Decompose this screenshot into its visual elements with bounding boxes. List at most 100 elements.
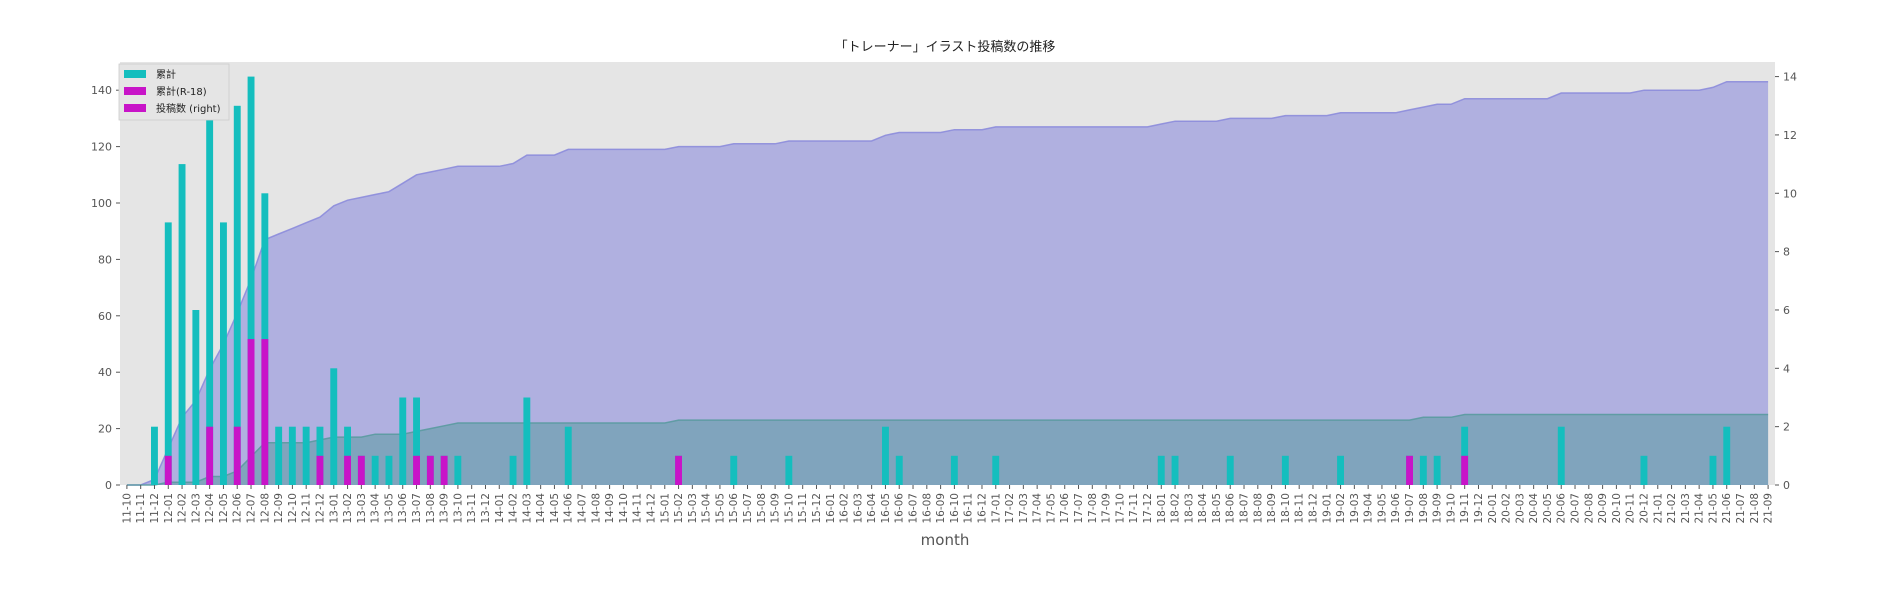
x-tick-label: 20-08 [1583,493,1595,524]
bar-posts-13-06 [399,397,407,485]
bar-posts-r18-12-01 [164,455,172,485]
x-tick-label: 18-02 [1170,493,1182,524]
x-tick-label: 19-02 [1335,493,1347,524]
y2-tick-label: 6 [1783,304,1790,317]
x-tick-label: 18-03 [1183,493,1195,524]
bar-posts-13-04 [371,455,379,485]
bar-posts-r18-13-02 [344,455,351,485]
bar-posts-r18-12-06 [233,426,241,485]
x-tick-label: 13-03 [356,493,368,524]
bar-posts-13-05 [385,455,393,485]
x-tick-label: 20-09 [1597,493,1609,524]
bar-posts-21-05 [1709,455,1717,485]
legend-swatch-cumulative-r18 [124,87,146,95]
bar-posts-12-02 [178,164,186,485]
x-tick-label: 15-01 [659,493,671,524]
bar-posts-r18-19-07 [1406,455,1413,485]
bar-posts-20-06 [1557,426,1565,485]
x-tick-label: 21-07 [1735,493,1747,524]
bar-posts-19-08 [1419,455,1427,485]
y2-tick-label: 10 [1783,187,1797,200]
bar-posts-18-01 [1157,455,1165,485]
area-series [126,80,1769,486]
bar-posts-21-06 [1723,426,1731,485]
x-tick-label: 16-11 [963,493,975,524]
bar-posts-17-01 [992,455,1000,485]
legend-label-cumulative: 累計 [156,68,176,81]
x-tick-label: 20-03 [1514,493,1526,524]
y-tick-label: 100 [91,197,112,210]
x-tick-label: 17-02 [1004,493,1016,524]
y-tick-label: 40 [98,366,112,379]
x-tick-label: 17-12 [1142,493,1154,524]
x-tick-label: 14-03 [521,493,533,524]
legend-swatch-cumulative [124,70,146,78]
x-tick-label: 20-06 [1556,493,1568,524]
bar-posts-19-09 [1433,455,1441,485]
x-tick-label: 15-03 [687,493,699,524]
y-tick-label: 20 [98,423,112,436]
x-tick-label: 20-07 [1570,493,1582,524]
bar-posts-r18-12-04 [206,426,214,485]
bar-posts-19-02 [1337,455,1344,485]
bar-posts-18-06 [1226,455,1234,485]
bar-series [151,76,1731,486]
x-tick-label: 11-11 [135,493,147,524]
x-tick-label: 21-06 [1721,493,1733,524]
x-tick-label: 21-02 [1666,493,1678,524]
x-tick-label: 12-06 [232,493,244,524]
bar-posts-r18-12-08 [261,339,269,485]
x-tick-label: 15-04 [701,493,713,524]
y2-tick-label: 8 [1783,246,1790,259]
bar-posts-12-09 [275,426,283,485]
x-tick-label: 18-10 [1280,493,1292,524]
bar-posts-13-01 [330,368,338,485]
x-tick-label: 20-11 [1625,493,1637,524]
bar-posts-16-06 [895,455,903,485]
x-tick-label: 19-03 [1349,493,1361,524]
x-tick-label: 12-02 [177,493,189,524]
x-tick-label: 13-09 [439,493,451,524]
x-tick-label: 20-05 [1542,493,1554,524]
x-tick-label: 19-10 [1445,493,1457,524]
x-tick-label: 12-10 [287,493,299,524]
x-tick-label: 14-06 [563,493,575,524]
x-tick-label: 18-07 [1239,493,1251,524]
x-tick-label: 14-08 [590,493,602,524]
x-tick-label: 13-11 [466,493,478,524]
bar-posts-15-10 [785,455,793,485]
bar-posts-12-05 [220,222,227,485]
x-tick-label: 16-10 [949,493,961,524]
y2-tick-label: 4 [1783,362,1790,375]
x-tick-label: 15-10 [783,493,795,524]
x-tick-label: 13-01 [328,493,340,524]
x-tick-label: 19-12 [1473,493,1485,524]
legend-swatch-posts [124,104,146,112]
x-tick-label: 16-12 [976,493,988,524]
x-tick-label: 19-09 [1432,493,1444,524]
x-tick-label: 18-09 [1266,493,1278,524]
x-tick-label: 13-10 [452,493,464,524]
x-tick-label: 17-06 [1059,493,1071,524]
bar-posts-r18-13-09 [440,455,448,485]
x-tick-label: 12-09 [273,493,285,524]
x-tick-label: 17-05 [1045,493,1057,524]
x-tick-label: 19-06 [1390,493,1402,524]
x-tick-label: 15-05 [714,493,726,524]
x-axis: 11-10 11-11 11-12 12-01 12-02 12-03 12-04 12-05… [121,485,1775,524]
y-tick-label: 60 [98,310,112,323]
x-tick-label: 15-08 [756,493,768,524]
x-tick-label: 19-11 [1459,493,1471,524]
x-axis-label: month [921,531,970,549]
x-tick-label: 11-12 [149,493,161,524]
x-tick-label: 18-05 [1211,493,1223,524]
x-tick-label: 13-07 [411,493,423,524]
y2-tick-label: 14 [1783,71,1797,84]
x-tick-label: 14-07 [577,493,589,524]
x-tick-label: 21-01 [1652,493,1664,524]
x-tick-label: 16-06 [894,493,906,524]
bar-posts-16-10 [950,455,958,485]
bar-posts-r18-13-07 [413,455,420,485]
line-cumulative [126,80,1769,486]
